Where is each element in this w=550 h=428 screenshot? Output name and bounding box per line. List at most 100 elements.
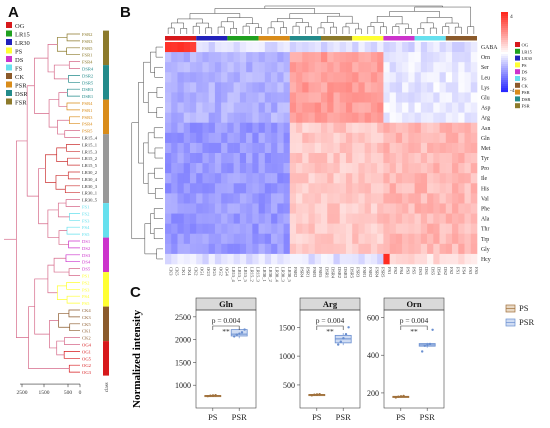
heatmap-cell [402,52,409,63]
heatmap-cell [408,122,415,134]
heatmap-cell [252,52,259,63]
heatmap-cell [308,173,316,184]
group-bar-segment [289,36,321,41]
heatmap-cell [221,243,228,255]
heatmap-cell [214,42,222,53]
heatmap-cell [370,72,378,83]
panel-c-boxplots: Normalized intensity Gln1000150020002500… [131,297,534,422]
heatmap-cell [277,193,284,204]
colorbar-step [501,70,508,73]
heatmap-cell [327,82,334,93]
heatmap-cell [171,62,178,73]
column-label: LR15_1 [237,267,242,282]
heatmap-cell [464,233,472,245]
heatmap-cell [227,253,234,265]
heatmap-cell [420,122,428,134]
heatmap-cell [314,72,322,83]
heatmap-cell [227,82,234,93]
heatmap-cell [208,233,216,245]
heatmap-cell [345,42,353,53]
heatmap-cell [233,163,241,174]
heatmap-cell [439,72,447,83]
heatmap-cell [202,233,209,245]
column-label: PS3 [405,267,410,275]
heatmap-cell [439,102,447,113]
heatmap-cell [252,142,259,154]
heatmap-cell [458,112,465,124]
heatmap-cell [389,72,397,83]
leaf-label: PSR3 [82,115,93,120]
heatmap-cell [395,72,403,83]
heatmap-cell [470,72,478,83]
tree-branch [66,102,80,111]
heatmap-cell [227,173,234,184]
heatmap-cell [395,233,403,245]
heatmap-cell [165,193,172,204]
tree-branch [69,213,80,221]
heatmap-cell [445,72,453,83]
column-label: DS2 [443,267,448,275]
heatmap-cell [289,82,297,93]
heatmap-cell [221,142,228,154]
heatmap-cell [314,253,322,265]
heatmap-cell [370,122,378,134]
heatmap-cell [252,213,259,224]
heatmap-cell [333,153,341,164]
heatmap-cell [345,183,353,194]
leaf-label: LR15_4 [82,136,98,141]
heatmap-cell [402,102,409,113]
heatmap-cell [202,122,209,134]
heatmap-cell [264,203,272,214]
heatmap-cell [364,132,372,144]
heatmap-cell [296,112,303,124]
heatmap-cell [452,203,459,214]
row-label: Leu [481,75,490,81]
class-segment [103,237,109,273]
heatmap-cell [189,102,197,113]
leaf-label: LR30_2 [82,170,98,175]
heatmap-cell [264,72,272,83]
heatmap-cell [420,183,428,194]
leaf-label: OG1 [82,349,92,354]
colorbar-step [501,48,508,51]
heatmap-cell [314,42,322,53]
heatmap-cell [258,122,266,134]
heatmap-cell [333,213,341,224]
heatmap-cell [239,112,247,124]
data-point [428,342,432,346]
colorbar-step [501,32,508,35]
leaf-label: CK3 [82,315,91,320]
x-tick-label: PSR [336,412,351,422]
heatmap-cell [327,132,334,144]
heatmap-cell [171,122,178,134]
colorbar-step [501,82,508,85]
legend-label: PSR [15,83,27,90]
heatmap-cell [277,213,284,224]
heatmap-cell [339,253,347,265]
heatmap-cell [395,173,403,184]
heatmap-cell [165,102,172,113]
heatmap-cell [252,112,259,124]
heatmap-cell [439,253,447,265]
heatmap-cell [358,52,365,63]
heatmap-cell [364,92,372,103]
heatmap-cell [202,253,209,265]
heatmap-cell [445,203,453,214]
heatmap-cell [189,243,197,255]
heatmap-cell [296,82,303,93]
heatmap-cell [171,213,178,224]
col-branch [429,27,437,34]
heatmap-cell [246,62,253,73]
heatmap-cell [165,72,172,83]
colorbar-step [501,40,508,43]
heatmap-cell [339,112,347,124]
heatmap-cell [427,243,434,255]
significance-stars: ** [222,327,230,336]
heatmap-cell [464,122,472,134]
heatmap-cell [333,102,341,113]
heatmap-cell [383,233,390,245]
heatmap-cell [233,52,241,63]
tree-branch [56,37,68,52]
heatmap-cell [420,102,428,113]
